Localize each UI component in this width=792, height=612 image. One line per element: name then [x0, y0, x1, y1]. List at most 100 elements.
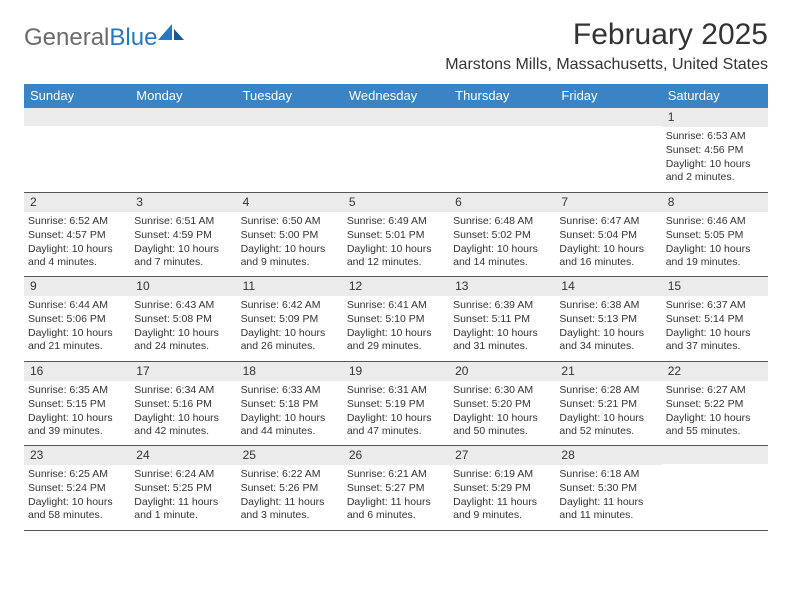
day-number: 21 [555, 362, 661, 381]
day-cell [449, 108, 555, 192]
daylight-text: Daylight: 10 hours and 37 minutes. [666, 327, 764, 353]
day-number: 24 [130, 446, 236, 465]
sunrise-text: Sunrise: 6:24 AM [134, 468, 232, 481]
sunset-text: Sunset: 4:56 PM [666, 144, 764, 157]
day-cell: 6Sunrise: 6:48 AMSunset: 5:02 PMDaylight… [449, 193, 555, 277]
sunset-text: Sunset: 4:59 PM [134, 229, 232, 242]
sunset-text: Sunset: 5:20 PM [453, 398, 551, 411]
daylight-text: Daylight: 11 hours and 1 minute. [134, 496, 232, 522]
day-cell: 16Sunrise: 6:35 AMSunset: 5:15 PMDayligh… [24, 362, 130, 446]
daylight-text: Daylight: 10 hours and 39 minutes. [28, 412, 126, 438]
sail-icon [158, 22, 184, 42]
day-of-week-cell: Thursday [449, 84, 555, 108]
sunrise-text: Sunrise: 6:33 AM [241, 384, 339, 397]
sunrise-text: Sunrise: 6:47 AM [559, 215, 657, 228]
sunrise-text: Sunrise: 6:44 AM [28, 299, 126, 312]
sunrise-text: Sunrise: 6:25 AM [28, 468, 126, 481]
day-cell: 26Sunrise: 6:21 AMSunset: 5:27 PMDayligh… [343, 446, 449, 530]
day-cell: 15Sunrise: 6:37 AMSunset: 5:14 PMDayligh… [662, 277, 768, 361]
sunrise-text: Sunrise: 6:39 AM [453, 299, 551, 312]
day-number: 25 [237, 446, 343, 465]
day-number: 19 [343, 362, 449, 381]
brand-logo: GeneralBlue [24, 18, 185, 52]
sunrise-text: Sunrise: 6:34 AM [134, 384, 232, 397]
day-number: 10 [130, 277, 236, 296]
daylight-text: Daylight: 10 hours and 42 minutes. [134, 412, 232, 438]
day-number [24, 108, 130, 126]
daylight-text: Daylight: 10 hours and 16 minutes. [559, 243, 657, 269]
week-row: 2Sunrise: 6:52 AMSunset: 4:57 PMDaylight… [24, 193, 768, 278]
day-number: 26 [343, 446, 449, 465]
day-cell: 3Sunrise: 6:51 AMSunset: 4:59 PMDaylight… [130, 193, 236, 277]
sunset-text: Sunset: 5:08 PM [134, 313, 232, 326]
day-cell: 27Sunrise: 6:19 AMSunset: 5:29 PMDayligh… [449, 446, 555, 530]
day-of-week-header: SundayMondayTuesdayWednesdayThursdayFrid… [24, 84, 768, 108]
sunrise-text: Sunrise: 6:28 AM [559, 384, 657, 397]
day-number: 13 [449, 277, 555, 296]
day-number: 23 [24, 446, 130, 465]
day-number [555, 108, 661, 126]
sunrise-text: Sunrise: 6:43 AM [134, 299, 232, 312]
daylight-text: Daylight: 10 hours and 2 minutes. [666, 158, 764, 184]
daylight-text: Daylight: 10 hours and 31 minutes. [453, 327, 551, 353]
day-number: 4 [237, 193, 343, 212]
day-cell: 18Sunrise: 6:33 AMSunset: 5:18 PMDayligh… [237, 362, 343, 446]
sunrise-text: Sunrise: 6:41 AM [347, 299, 445, 312]
day-cell: 19Sunrise: 6:31 AMSunset: 5:19 PMDayligh… [343, 362, 449, 446]
daylight-text: Daylight: 10 hours and 26 minutes. [241, 327, 339, 353]
logo-text-blue: Blue [109, 24, 157, 51]
day-of-week-cell: Wednesday [343, 84, 449, 108]
day-cell: 10 Sunrise: 6:43 AMSunset: 5:08 PMDayligh… [130, 277, 236, 361]
day-cell: 5Sunrise: 6:49 AMSunset: 5:01 PMDaylight… [343, 193, 449, 277]
day-number: 12 [343, 277, 449, 296]
daylight-text: Daylight: 10 hours and 21 minutes. [28, 327, 126, 353]
day-number: 2 [24, 193, 130, 212]
day-cell: 13Sunrise: 6:39 AMSunset: 5:11 PMDayligh… [449, 277, 555, 361]
sunrise-text: Sunrise: 6:31 AM [347, 384, 445, 397]
day-number [237, 108, 343, 126]
sunset-text: Sunset: 5:05 PM [666, 229, 764, 242]
day-cell [237, 108, 343, 192]
day-number: 7 [555, 193, 661, 212]
page-header: GeneralBlue February 2025 Marstons Mills… [24, 18, 768, 74]
sunrise-text: Sunrise: 6:22 AM [241, 468, 339, 481]
sunset-text: Sunset: 5:29 PM [453, 482, 551, 495]
day-of-week-cell: Sunday [24, 84, 130, 108]
sunrise-text: Sunrise: 6:19 AM [453, 468, 551, 481]
daylight-text: Daylight: 10 hours and 14 minutes. [453, 243, 551, 269]
day-cell: 7Sunrise: 6:47 AMSunset: 5:04 PMDaylight… [555, 193, 661, 277]
day-number: 15 [662, 277, 768, 296]
day-cell: 21 Sunrise: 6:28 AMSunset: 5:21 PMDayligh… [555, 362, 661, 446]
sunrise-text: Sunrise: 6:42 AM [241, 299, 339, 312]
weeks-container: 1Sunrise: 6:53 AMSunset: 4:56 PMDaylight… [24, 108, 768, 531]
calendar-page: GeneralBlue February 2025 Marstons Mills… [0, 0, 792, 549]
sunset-text: Sunset: 5:24 PM [28, 482, 126, 495]
day-cell [343, 108, 449, 192]
day-cell: 11Sunrise: 6:42 AMSunset: 5:09 PMDayligh… [237, 277, 343, 361]
daylight-text: Daylight: 10 hours and 52 minutes. [559, 412, 657, 438]
day-cell: 12Sunrise: 6:41 AMSunset: 5:10 PMDayligh… [343, 277, 449, 361]
day-number: 20 [449, 362, 555, 381]
sunrise-text: Sunrise: 6:27 AM [666, 384, 764, 397]
sunset-text: Sunset: 5:19 PM [347, 398, 445, 411]
daylight-text: Daylight: 10 hours and 4 minutes. [28, 243, 126, 269]
sunrise-text: Sunrise: 6:46 AM [666, 215, 764, 228]
day-of-week-cell: Saturday [662, 84, 768, 108]
sunset-text: Sunset: 5:06 PM [28, 313, 126, 326]
day-cell: 1Sunrise: 6:53 AMSunset: 4:56 PMDaylight… [662, 108, 768, 192]
sunrise-text: Sunrise: 6:50 AM [241, 215, 339, 228]
day-number: 27 [449, 446, 555, 465]
sunset-text: Sunset: 5:21 PM [559, 398, 657, 411]
daylight-text: Daylight: 10 hours and 7 minutes. [134, 243, 232, 269]
day-number [130, 108, 236, 126]
week-row: 23 Sunrise: 6:25 AMSunset: 5:24 PM Dayligh… [24, 446, 768, 531]
day-number: 18 [237, 362, 343, 381]
sunrise-text: Sunrise: 6:18 AM [559, 468, 657, 481]
day-cell: 9Sunrise: 6:44 AMSunset: 5:06 PMDaylight… [24, 277, 130, 361]
day-of-week-cell: Friday [555, 84, 661, 108]
day-cell: 4Sunrise: 6:50 AMSunset: 5:00 PMDaylight… [237, 193, 343, 277]
daylight-text: Daylight: 10 hours and 24 minutes. [134, 327, 232, 353]
sunset-text: Sunset: 5:02 PM [453, 229, 551, 242]
sunrise-text: Sunrise: 6:21 AM [347, 468, 445, 481]
day-number: 5 [343, 193, 449, 212]
